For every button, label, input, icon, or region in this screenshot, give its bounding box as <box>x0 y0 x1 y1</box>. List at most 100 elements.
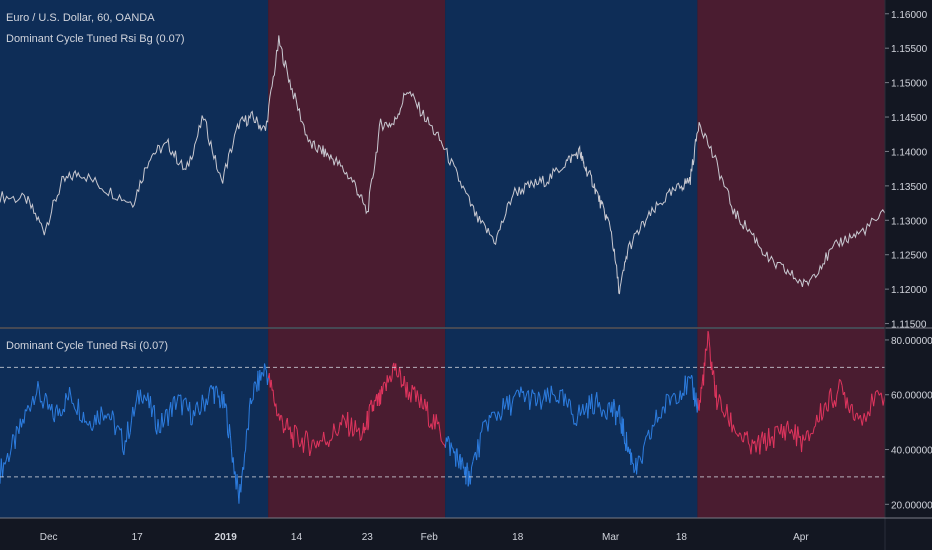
rsi-segment-bull <box>191 410 194 425</box>
rsi-segment-bear <box>822 405 825 417</box>
rsi-tick-label: 40.00000 <box>891 446 932 457</box>
rsi-segment-bull <box>45 392 48 397</box>
rsi-segment-bull <box>120 428 124 451</box>
rsi-segment-bear <box>270 379 273 391</box>
rsi-segment-bull <box>2 462 5 478</box>
rsi-segment-bear <box>808 433 811 442</box>
rsi-segment-bull <box>63 393 67 413</box>
rsi-segment-bear <box>342 414 345 418</box>
rsi-segment-bear <box>440 440 443 443</box>
rsi-segment-bear <box>434 414 437 430</box>
rsi-segment-bull <box>493 411 497 417</box>
rsi-segment-bull <box>471 461 474 468</box>
rsi-segment-bear <box>365 429 367 431</box>
rsi-segment-bull <box>110 410 114 421</box>
rsi-segment-bull <box>625 431 628 449</box>
rsi-segment-bull <box>540 401 543 410</box>
rsi-segment-bull <box>636 466 638 475</box>
rsi-segment-bull <box>38 389 41 403</box>
rsi-segment-bull <box>56 404 59 416</box>
rsi-segment-bull <box>463 466 466 475</box>
rsi-segment-bear <box>718 394 722 399</box>
rsi-segment-bull <box>608 402 612 413</box>
price-tick-label: 1.12500 <box>891 251 928 262</box>
rsi-segment-bear <box>854 413 857 421</box>
rsi-segment-bear <box>731 424 734 433</box>
rsi-segment-bull <box>69 387 72 396</box>
rsi-segment-bear <box>334 430 337 435</box>
rsi-segment-bull <box>9 447 12 456</box>
rsi-segment-bull <box>539 395 542 410</box>
rsi-segment-bear <box>302 439 306 453</box>
rsi-segment-bull <box>458 455 461 469</box>
rsi-segment-bull <box>462 461 464 469</box>
rsi-segment-bull <box>664 394 667 414</box>
rsi-segment-bull <box>456 448 459 461</box>
time-tick-label: 18 <box>676 532 688 543</box>
rsi-segment-bull <box>648 429 651 440</box>
rsi-segment-bull <box>112 410 115 417</box>
rsi-segment-bear <box>748 442 751 446</box>
rsi-segment-bull <box>612 409 614 417</box>
rsi-segment-bull <box>46 396 49 410</box>
rsi-segment-bull <box>501 398 504 416</box>
rsi-segment-bull <box>450 442 453 448</box>
rsi-segment-bull <box>496 411 499 421</box>
rsi-segment-bull <box>478 432 481 458</box>
rsi-segment-bull <box>254 381 257 385</box>
rsi-segment-bear <box>699 387 702 403</box>
rsi-segment-bear <box>420 394 423 408</box>
rsi-segment-bull <box>564 393 567 403</box>
rsi-segment-bear <box>790 429 794 434</box>
rsi-segment-bull <box>100 406 103 414</box>
rsi-segment-bull <box>613 399 615 403</box>
rsi-segment-bull <box>228 424 231 436</box>
rsi-segment-bear <box>370 399 373 402</box>
rsi-segment-bull <box>182 398 185 401</box>
rsi-segment-bear <box>281 415 284 423</box>
rsi-segment-bear <box>380 386 382 405</box>
rsi-segment-bear <box>435 414 438 425</box>
rsi-segment-bull <box>619 404 621 424</box>
rsi-segment-bear <box>352 433 355 437</box>
rsi-segment-bull <box>639 456 642 461</box>
regime-band-bull <box>0 0 269 327</box>
price-tick-label: 1.13500 <box>891 182 928 193</box>
rsi-segment-bull <box>676 402 678 405</box>
rsi-segment-bear <box>296 429 299 443</box>
rsi-tick-label: 20.00000 <box>891 500 932 511</box>
rsi-segment-bull <box>82 411 86 423</box>
rsi-segment-bear <box>765 445 768 451</box>
rsi-segment-bear <box>856 412 859 420</box>
rsi-segment-bull <box>515 389 518 393</box>
rsi-segment-bull <box>617 406 620 412</box>
rsi-segment-bull <box>593 399 596 415</box>
rsi-segment-bull <box>200 394 203 412</box>
rsi-segment-bull <box>490 412 493 418</box>
regime-band-bear <box>697 0 885 327</box>
rsi-segment-bull <box>691 376 694 389</box>
rsi-segment-bull <box>29 403 33 412</box>
rsi-segment-bull <box>509 394 512 416</box>
rsi-segment-bull <box>510 404 513 416</box>
price-tick-label: 1.15000 <box>891 79 928 90</box>
rsi-segment-bull <box>457 460 459 464</box>
rsi-segment-bear <box>332 423 335 438</box>
rsi-segment-bull <box>113 415 116 436</box>
rsi-segment-bear <box>709 348 712 363</box>
rsi-segment-bull <box>130 406 134 421</box>
rsi-segment-bear <box>438 421 441 432</box>
rsi-segment-bull <box>641 447 645 464</box>
rsi-segment-bear <box>820 403 823 421</box>
rsi-segment-bull <box>196 401 199 411</box>
rsi-segment-bull <box>636 455 639 468</box>
rsi-segment-bull <box>91 425 95 431</box>
rsi-segment-bear <box>723 413 727 418</box>
rsi-segment-bull <box>502 398 505 410</box>
rsi-segment-bull <box>670 395 674 398</box>
rsi-segment-bear <box>416 390 419 399</box>
rsi-segment-bull <box>189 401 192 426</box>
rsi-segment-bull <box>695 392 698 407</box>
rsi-segment-bull <box>511 397 514 405</box>
